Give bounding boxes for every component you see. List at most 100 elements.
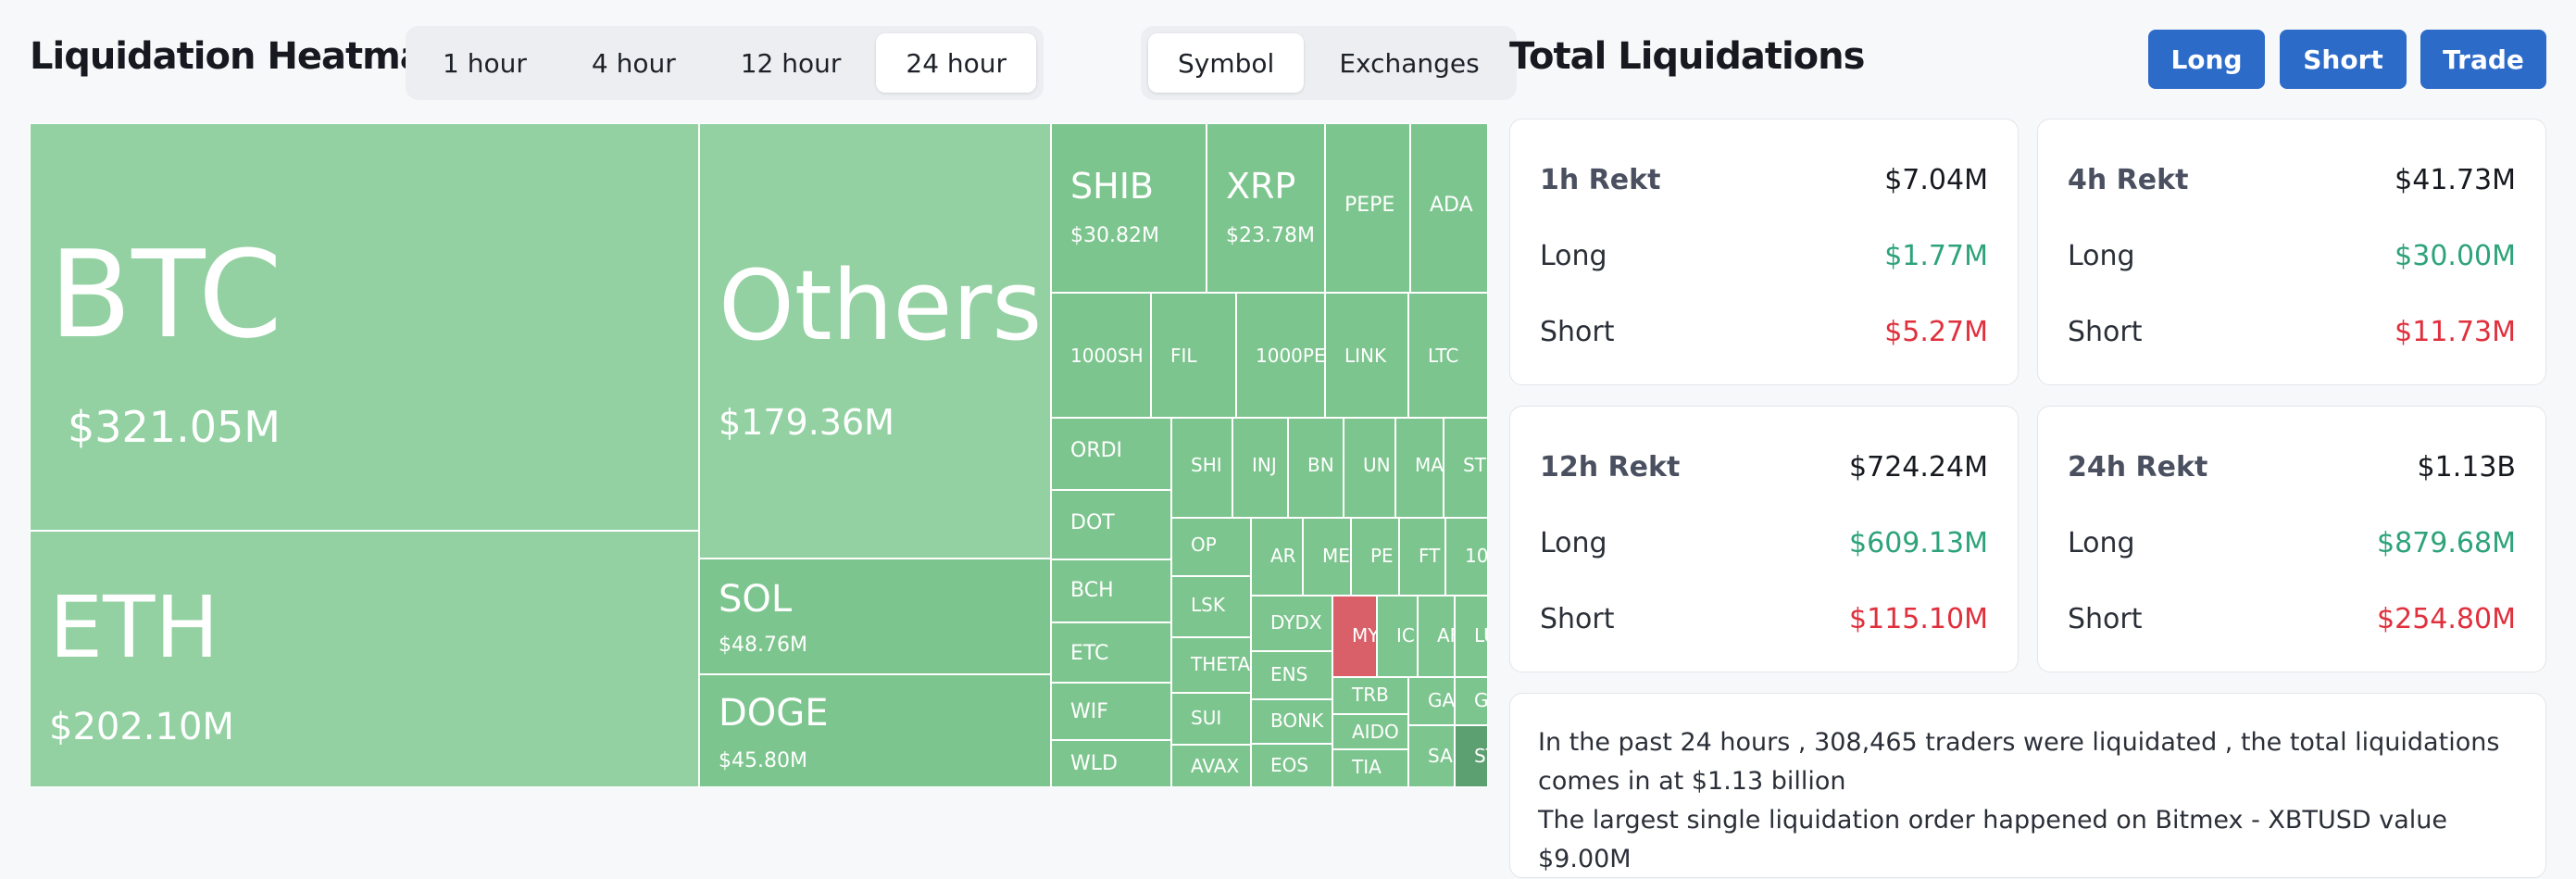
tile-symbol: WLD [1070,752,1118,775]
tile-ens[interactable]: ENS [1251,651,1332,699]
tile-ada[interactable]: ADA [1410,123,1488,293]
tile-symbol: BONK [1270,709,1324,732]
tile-symbol: SUI [1191,707,1222,729]
tile-wld[interactable]: WLD [1051,740,1171,787]
tab-symbol[interactable]: Symbol [1148,33,1305,93]
card-title: 1h Rekt [1540,164,1661,196]
tile-ma[interactable]: MA [1395,418,1444,518]
tile-others[interactable]: Others $179.36M [699,123,1051,559]
tile-un[interactable]: UN [1344,418,1395,518]
tile-dydx[interactable]: DYDX [1251,596,1332,651]
trade-button[interactable]: Trade [2420,30,2546,89]
tile-shib[interactable]: SHIB $30.82M [1051,123,1207,293]
tile-etc[interactable]: ETC [1051,622,1171,683]
tab-4-hour[interactable]: 4 hour [591,47,676,79]
tile-symbol: ETH [49,578,219,677]
tile-theta[interactable]: THETA [1171,637,1251,693]
tile-symbol: GA [1428,689,1455,711]
long-label: Long [2068,240,2135,272]
tile-avax[interactable]: AVAX [1171,745,1251,787]
tile-pe[interactable]: PE [1351,518,1399,596]
tile-st[interactable]: ST [1455,725,1488,787]
tile-sa[interactable]: SA [1408,725,1455,787]
short-value: $11.73M [2395,316,2516,348]
tile-symbol: AIDO [1352,721,1399,743]
tile-eth[interactable]: ETH $202.10M [30,531,699,787]
tab-24-hour[interactable]: 24 hour [876,33,1037,93]
tile-wif[interactable]: WIF [1051,683,1171,740]
tile-ic[interactable]: IC [1377,596,1418,677]
tile-fil[interactable]: FIL [1151,293,1236,418]
tile-xrp[interactable]: XRP $23.78M [1207,123,1325,293]
tile-value: $30.82M [1070,224,1159,247]
tile-eos[interactable]: EOS [1251,744,1332,787]
tile-op[interactable]: OP [1171,518,1251,576]
long-label: Long [1540,240,1607,272]
tile-link[interactable]: LINK [1325,293,1408,418]
short-button[interactable]: Short [2280,30,2407,89]
card-title: 24h Rekt [2068,451,2208,483]
tile-1000pe[interactable]: 1000PE [1236,293,1325,418]
tab-12-hour[interactable]: 12 hour [740,47,842,79]
tile-symbol: LTC [1428,345,1459,367]
tile-symbol: UN [1363,454,1391,476]
tab-exchanges[interactable]: Exchanges [1339,47,1480,79]
tile-btc[interactable]: BTC $321.05M [30,123,699,531]
long-button[interactable]: Long [2148,30,2265,89]
short-value: $254.80M [2377,603,2516,635]
tile-lsk[interactable]: LSK [1171,576,1251,637]
tile-symbol: DOGE [719,692,829,735]
tile-ft[interactable]: FT [1399,518,1445,596]
card-title: 4h Rekt [2068,164,2189,196]
tile-pepe[interactable]: PEPE [1325,123,1410,293]
tile-sti[interactable]: STI [1444,418,1488,518]
tile-ga[interactable]: GA [1408,677,1455,725]
tile-sui[interactable]: SUI [1171,693,1251,745]
tile-me[interactable]: ME [1303,518,1351,596]
short-label: Short [2068,316,2143,348]
tile-1000sh[interactable]: 1000SH [1051,293,1151,418]
tile-symbol: BN [1307,454,1334,476]
tile-lu[interactable]: LU [1455,596,1488,677]
tile-symbol: ENS [1270,663,1308,685]
tile-10[interactable]: 10 [1445,518,1488,596]
tile-symbol: AVAX [1191,755,1240,777]
tile-bn[interactable]: BN [1288,418,1344,518]
tile-bch[interactable]: BCH [1051,559,1171,622]
long-value: $1.77M [1884,240,1988,272]
tile-af[interactable]: AF [1418,596,1455,677]
tile-sol[interactable]: SOL $48.76M [699,559,1051,674]
tile-ordi[interactable]: ORDI [1051,418,1171,490]
tile-symbol: AF [1437,624,1454,647]
liquidation-summary: In the past 24 hours , 308,465 traders w… [1509,693,2546,878]
tile-bonk[interactable]: BONK [1251,699,1332,744]
tile-symbol: SHIB [1070,166,1154,207]
tile-trb[interactable]: TRB [1332,677,1408,714]
tab-1-hour[interactable]: 1 hour [443,47,527,79]
tile-symbol: Others [719,249,1043,362]
rekt-card-4h: 4h Rekt $41.73M Long $30.00M Short $11.73M [2037,119,2546,385]
tile-ar[interactable]: AR [1251,518,1303,596]
tile-symbol: ME [1322,545,1350,567]
short-value: $115.10M [1849,603,1988,635]
long-value: $609.13M [1849,527,1988,559]
tile-my[interactable]: MY [1332,596,1377,677]
tile-value: $23.78M [1226,224,1315,247]
tile-dot[interactable]: DOT [1051,490,1171,559]
tile-symbol: SA [1428,745,1453,767]
tile-inj[interactable]: INJ [1232,418,1288,518]
tile-doge[interactable]: DOGE $45.80M [699,674,1051,787]
tile-symbol: 1000SH [1070,345,1144,367]
tile-value: $48.76M [719,634,807,657]
tile-shi[interactable]: SHI [1171,418,1232,518]
tile-ltc[interactable]: LTC [1408,293,1488,418]
tile-tia[interactable]: TIA [1332,749,1408,787]
tile-value: $321.05M [68,402,281,452]
liquidation-heatmap: BTC $321.05M ETH $202.10M Others $179.36M SOL $… [30,123,1488,787]
tile-aido[interactable]: AIDO [1332,714,1408,749]
short-value: $5.27M [1884,316,1988,348]
long-value: $879.68M [2377,527,2516,559]
tile-symbol: IC [1396,624,1415,647]
tile-symbol: SHI [1191,454,1222,476]
tile-gn[interactable]: GN [1455,677,1488,725]
